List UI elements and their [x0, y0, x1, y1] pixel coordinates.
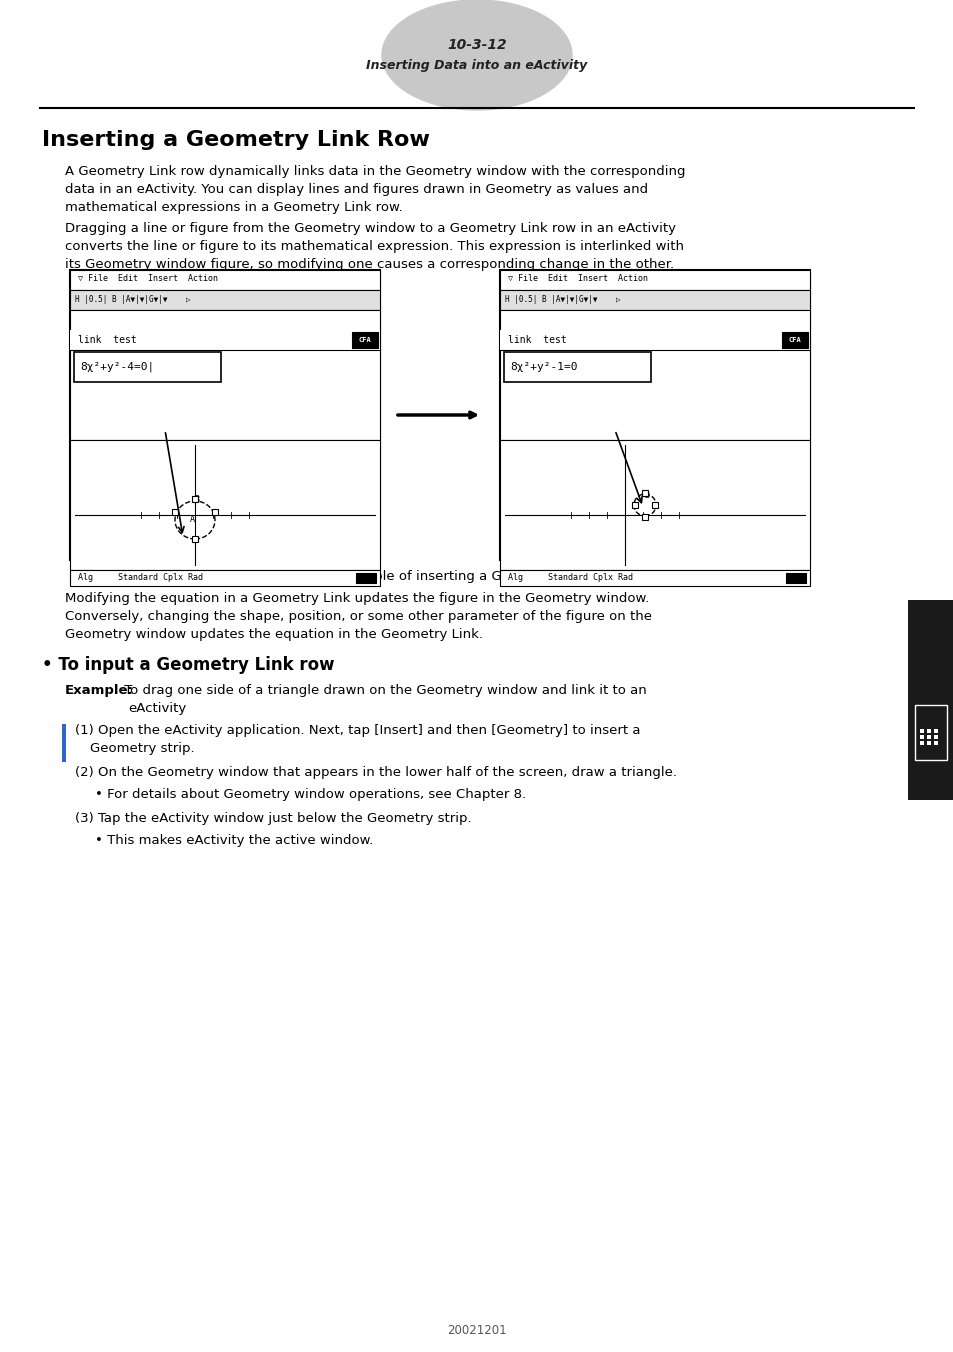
Bar [355, 573, 375, 583]
Bar [172, 508, 178, 515]
Bar [781, 333, 807, 347]
Text: (2) On the Geometry window that appears in the lower half of the screen, draw a : (2) On the Geometry window that appears … [75, 767, 677, 779]
Bar [499, 289, 809, 310]
Text: ▽ File  Edit  Insert  Action: ▽ File Edit Insert Action [507, 273, 647, 283]
Bar [70, 270, 379, 289]
Text: (3) Tap the eActivity window just below the Geometry strip.: (3) Tap the eActivity window just below … [75, 813, 471, 825]
Bar [933, 729, 937, 733]
Bar [926, 729, 930, 733]
Text: • For details about Geometry window operations, see Chapter 8.: • For details about Geometry window oper… [95, 788, 525, 800]
Bar [70, 289, 379, 310]
Bar [785, 573, 805, 583]
Bar [499, 439, 809, 571]
Bar [651, 502, 658, 508]
Text: Geometry window updates the equation in the Geometry Link.: Geometry window updates the equation in … [65, 627, 482, 641]
Text: 8χ²+y²-1=0: 8χ²+y²-1=0 [510, 362, 577, 372]
Bar [503, 352, 650, 383]
Bar [641, 514, 647, 521]
Bar [919, 741, 923, 745]
Text: H |0.5| B |A▼|▼|G▼|▼    ▷: H |0.5| B |A▼|▼|G▼|▼ ▷ [75, 296, 191, 304]
Text: B: B [194, 495, 199, 504]
Bar [631, 502, 638, 508]
Bar [70, 270, 379, 560]
Text: 10-3-12: 10-3-12 [447, 38, 506, 51]
Bar [74, 352, 221, 383]
Text: Conversely, changing the shape, position, or some other parameter of the figure : Conversely, changing the shape, position… [65, 610, 651, 623]
Text: its Geometry window figure, so modifying one causes a corresponding change in th: its Geometry window figure, so modifying… [65, 258, 674, 270]
Bar [907, 600, 953, 800]
Text: Alg     Standard Cplx Rad: Alg Standard Cplx Rad [78, 573, 203, 583]
Text: A: A [190, 515, 194, 525]
Text: 20021201: 20021201 [447, 1324, 506, 1337]
Text: converts the line or figure to its mathematical expression. This expression is i: converts the line or figure to its mathe… [65, 241, 683, 253]
Text: To drag one side of a triangle drawn on the Geometry window and link it to an: To drag one side of a triangle drawn on … [120, 684, 646, 698]
Bar [926, 741, 930, 745]
Bar [70, 571, 379, 585]
Bar [192, 535, 198, 542]
Ellipse shape [381, 0, 572, 110]
Text: CFA: CFA [358, 337, 371, 343]
Bar [499, 289, 809, 310]
Bar [70, 270, 379, 289]
Bar [933, 741, 937, 745]
Bar [70, 310, 379, 439]
Bar [641, 489, 647, 496]
Text: mathematical expressions in a Geometry Link row.: mathematical expressions in a Geometry L… [65, 201, 402, 214]
Bar [919, 729, 923, 733]
Text: link  test: link test [507, 335, 566, 345]
Text: Dragging a line or figure from the Geometry window to a Geometry Link row in an : Dragging a line or figure from the Geome… [65, 222, 676, 235]
Bar [70, 439, 379, 571]
Bar [70, 330, 377, 350]
Text: link  test: link test [78, 335, 136, 345]
Text: B: B [644, 491, 649, 499]
Bar [926, 735, 930, 740]
Text: Geometry strip.: Geometry strip. [90, 742, 194, 754]
Text: Modifying the equation in a Geometry Link updates the figure in the Geometry win: Modifying the equation in a Geometry Lin… [65, 592, 649, 604]
Bar [933, 735, 937, 740]
Bar [192, 496, 198, 502]
Text: eActivity: eActivity [128, 702, 186, 715]
Text: 8χ²+y²-4=0|: 8χ²+y²-4=0| [80, 362, 154, 372]
Text: A Geometry Link row dynamically links data in the Geometry window with the corre: A Geometry Link row dynamically links da… [65, 165, 685, 178]
Bar [499, 330, 807, 350]
Bar [499, 270, 809, 560]
Text: Inserting a Geometry Link Row: Inserting a Geometry Link Row [42, 130, 430, 150]
Text: data in an eActivity. You can display lines and figures drawn in Geometry as val: data in an eActivity. You can display li… [65, 183, 647, 196]
Text: • To input a Geometry Link row: • To input a Geometry Link row [42, 656, 335, 675]
Text: • This makes eActivity the active window.: • This makes eActivity the active window… [95, 834, 373, 846]
Bar [919, 735, 923, 740]
Text: ▽ File  Edit  Insert  Action: ▽ File Edit Insert Action [78, 273, 218, 283]
Bar [499, 270, 809, 289]
Text: Inserting Data into an eActivity: Inserting Data into an eActivity [366, 58, 587, 72]
Text: Example:: Example: [65, 684, 133, 698]
Bar [499, 310, 809, 439]
Text: H |0.5| B |A▼|▼|G▼|▼    ▷: H |0.5| B |A▼|▼|G▼|▼ ▷ [504, 296, 620, 304]
Bar [352, 333, 377, 347]
Bar [499, 571, 809, 585]
Text: Alg     Standard Cplx Rad: Alg Standard Cplx Rad [507, 573, 633, 583]
Text: (1) Open the eActivity application. Next, tap [Insert] and then [Geometry] to in: (1) Open the eActivity application. Next… [75, 725, 639, 737]
Text: Example of inserting a Geometry Link row: Example of inserting a Geometry Link row [336, 571, 617, 583]
Bar [499, 270, 809, 289]
Text: CFA: CFA [788, 337, 801, 343]
Bar [70, 289, 379, 310]
Bar [212, 508, 218, 515]
Bar [62, 725, 66, 763]
Bar [914, 704, 946, 760]
